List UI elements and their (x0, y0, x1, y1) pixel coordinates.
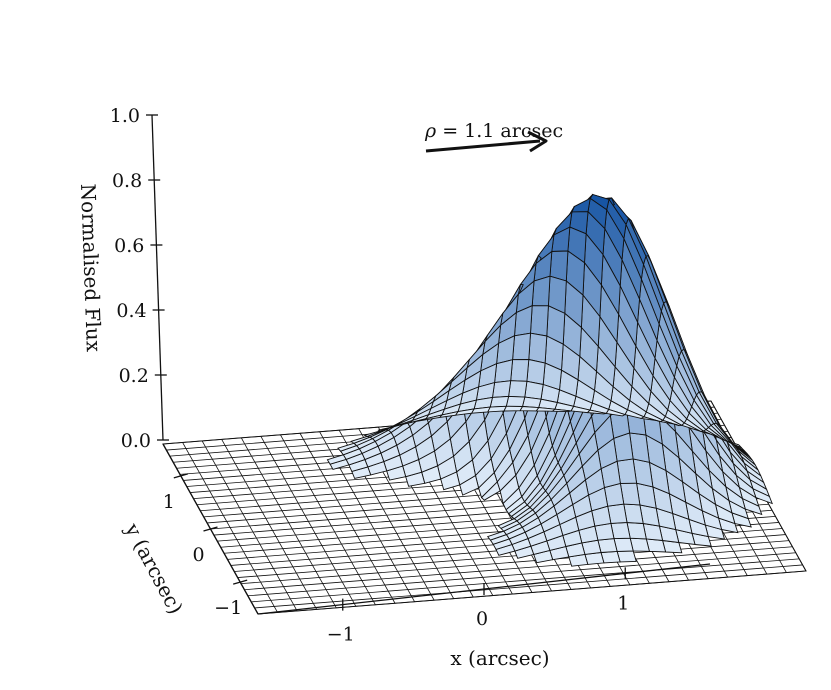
flux-surface (326, 193, 773, 567)
surface-patch (571, 197, 591, 213)
y-tick (203, 526, 218, 532)
surface-patch (531, 275, 551, 307)
z-axis: 0.0 0.2 0.4 0.6 0.8 1.0 Normalised Flux (76, 105, 169, 452)
surface-patch (524, 380, 544, 400)
z-tick-label: 0.8 (112, 170, 142, 192)
x-tick-label: −1 (327, 624, 355, 646)
surface-patch (337, 442, 358, 452)
y-tick-label: −1 (214, 597, 242, 619)
surface-patch (521, 396, 542, 409)
surface-patch (503, 405, 524, 412)
annotation-symbol: ρ (424, 120, 437, 142)
rho-annotation: ρ = 1.1 arcsec (424, 120, 563, 153)
z-tick-label: 0.6 (114, 235, 144, 257)
surface-patch (549, 250, 569, 282)
surface-patch (510, 359, 530, 382)
z-axis-label: Normalised Flux (76, 183, 106, 353)
surface-patch (508, 380, 528, 398)
surface-patch (512, 332, 531, 361)
annotation-value: = 1.1 arcsec (436, 120, 563, 142)
y-tick (233, 579, 248, 585)
annotation-arrow-head (527, 130, 548, 153)
surface-patch (363, 430, 384, 437)
x-tick-label: 1 (617, 592, 629, 614)
surface-patch (530, 305, 549, 337)
surface-patch (505, 395, 526, 407)
surface-patch (491, 380, 512, 398)
surface-patch (519, 406, 540, 412)
annotation-text: ρ = 1.1 arcsec (424, 120, 563, 142)
x-tick-label: 0 (476, 608, 488, 630)
surface-patch (526, 358, 546, 386)
x-axis: −1 0 1 x (arcsec) (257, 563, 711, 670)
y-tick (173, 473, 188, 479)
z-tick-label: 0.4 (116, 300, 146, 322)
surface-patch (489, 395, 510, 408)
surface-patch (494, 359, 514, 384)
y-axis-label: y (arcsec) (120, 518, 188, 618)
surface-patch (407, 418, 427, 424)
x-axis-label: x (arcsec) (450, 646, 549, 670)
z-tick-label: 0.0 (121, 430, 151, 452)
z-tick-label: 1.0 (110, 105, 140, 127)
z-axis-line (151, 114, 164, 441)
annotation-arrow-shaft (425, 139, 541, 153)
y-tick-label: 0 (192, 544, 204, 566)
surface-patch (528, 332, 548, 364)
y-tick-label: 1 (163, 491, 175, 513)
surface-patch (377, 425, 397, 432)
z-tick-label: 0.2 (119, 365, 149, 387)
